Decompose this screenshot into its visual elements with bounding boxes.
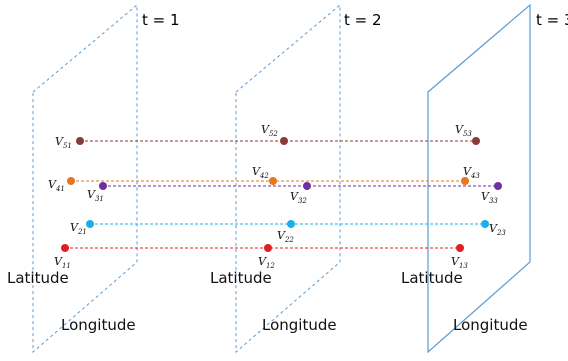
node-v52 <box>280 137 288 145</box>
node-v42 <box>269 177 277 185</box>
latitude-label-t2: Latitude <box>210 269 272 287</box>
label-v22: V22 <box>277 229 294 244</box>
label-v32: V32 <box>290 190 307 205</box>
node-v41 <box>67 177 75 185</box>
plane-t2 <box>235 3 341 354</box>
plane-t1 <box>32 3 138 354</box>
node-v51 <box>76 137 84 145</box>
node-v11 <box>61 244 69 252</box>
latitude-label-t3: Latitude <box>401 269 463 287</box>
label-v53: V53 <box>455 123 472 138</box>
node-v13 <box>456 244 464 252</box>
label-v51: V51 <box>55 135 72 150</box>
label-v52: V52 <box>261 123 278 138</box>
node-v53 <box>472 137 480 145</box>
label-v11: V11 <box>54 255 71 270</box>
longitude-label-t2: Longitude <box>262 316 337 334</box>
longitude-label-t3: Longitude <box>453 316 528 334</box>
label-v43: V43 <box>463 165 480 180</box>
node-v12 <box>264 244 272 252</box>
time-label-t3: t = 3 <box>536 11 568 29</box>
node-v43 <box>461 177 469 185</box>
latitude-label-t1: Latitude <box>7 269 69 287</box>
label-v42: V42 <box>252 165 269 180</box>
time-label-t1: t = 1 <box>142 11 180 29</box>
label-v12: V12 <box>258 255 275 270</box>
node-v23 <box>481 220 489 228</box>
label-v21: V21 <box>70 221 87 236</box>
label-v23: V23 <box>489 222 506 237</box>
time-label-t2: t = 2 <box>344 11 382 29</box>
node-v22 <box>287 220 295 228</box>
plane-t2-outline <box>235 3 341 354</box>
node-v32 <box>303 182 311 190</box>
longitude-label-t1: Longitude <box>61 316 136 334</box>
plane-t3-outline <box>427 3 531 354</box>
label-v13: V13 <box>451 255 468 270</box>
plane-t3 <box>427 3 531 354</box>
plane-t1-outline <box>32 3 138 354</box>
node-v31 <box>99 182 107 190</box>
label-v33: V33 <box>481 190 498 205</box>
label-v41: V41 <box>48 178 65 193</box>
node-v33 <box>494 182 502 190</box>
label-v31: V31 <box>87 188 104 203</box>
node-v21 <box>86 220 94 228</box>
